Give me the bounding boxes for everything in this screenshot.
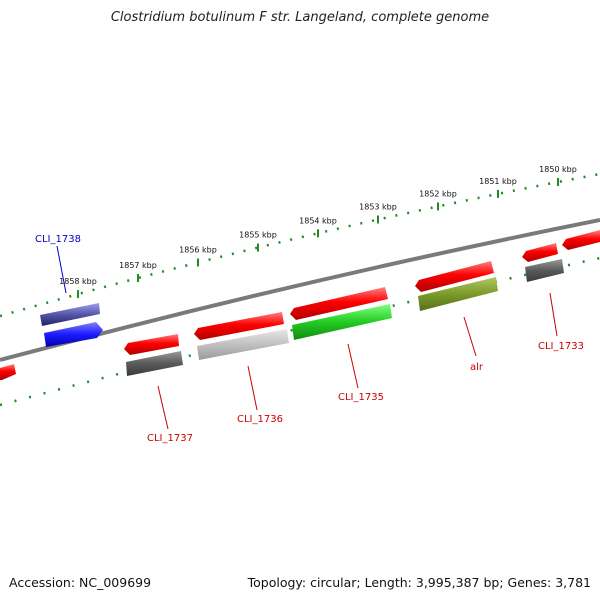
outer-dotted-ring bbox=[0, 172, 600, 318]
gene-arrow-cli-1736 bbox=[194, 312, 284, 340]
tick-label: 1854 kbp bbox=[299, 216, 337, 225]
gene-arrow-cli-1737 bbox=[124, 334, 179, 355]
gene-label-cli-1736: CLI_1736 bbox=[237, 414, 283, 425]
tick-label: 1852 kbp bbox=[419, 189, 457, 198]
leader-alr bbox=[463, 316, 477, 357]
tick-marks: 1850 kbp 1851 kbp 1852 kbp 1853 kbp 1854 kbp… bbox=[59, 165, 577, 299]
tick-label: 1850 kbp bbox=[539, 165, 577, 174]
leader-cli-1733 bbox=[549, 292, 558, 337]
tick-label: 1851 kbp bbox=[479, 177, 517, 186]
tick-label: 1857 kbp bbox=[119, 261, 157, 270]
accession-label: Accession: NC_009699 bbox=[9, 575, 152, 590]
gene-arrow-cli-1733 bbox=[522, 243, 558, 262]
gene-arrow-edge-left bbox=[0, 364, 16, 380]
leader-cli-1735 bbox=[347, 343, 359, 389]
gene-block-cli-1735 bbox=[292, 304, 392, 340]
leader-cli-1736 bbox=[247, 365, 258, 411]
gene-block-cli-1736 bbox=[197, 329, 289, 360]
gene-label-alr: alr bbox=[470, 362, 484, 373]
outer-tick-ring bbox=[0, 172, 600, 318]
gene-arrow-cli-1738 bbox=[44, 322, 103, 347]
gene-block-cli-1737 bbox=[126, 351, 183, 376]
gene-leader-lines bbox=[56, 245, 558, 430]
gene-block-cli-1738-ring bbox=[40, 303, 100, 326]
tick-label: 1858 kbp bbox=[59, 277, 97, 286]
gene-arrow-cli-1735 bbox=[290, 287, 388, 320]
gene-block-cli-1733 bbox=[525, 259, 564, 282]
leader-cli-1738 bbox=[56, 245, 67, 294]
reverse-genes bbox=[40, 259, 564, 376]
gene-label-cli-1735: CLI_1735 bbox=[338, 392, 384, 403]
gene-block-alr bbox=[418, 277, 498, 311]
gene-label-cli-1737: CLI_1737 bbox=[147, 433, 193, 444]
map-title: Clostridium botulinum F str. Langeland, … bbox=[110, 10, 490, 25]
gene-label-cli-1738: CLI_1738 bbox=[35, 234, 81, 245]
gene-labels: CLI_1733 alr CLI_1735 CLI_1736 CLI_1737 … bbox=[35, 234, 584, 444]
tick-label: 1856 kbp bbox=[179, 246, 217, 255]
gene-arrow-edge-right bbox=[562, 230, 600, 250]
tick-label: 1853 kbp bbox=[359, 203, 397, 212]
forward-genes bbox=[0, 230, 600, 380]
leader-cli-1737 bbox=[157, 385, 169, 430]
gene-label-cli-1733: CLI_1733 bbox=[538, 341, 584, 352]
genome-stats-label: Topology: circular; Length: 3,995,387 bp… bbox=[247, 575, 591, 590]
tick-label: 1855 kbp bbox=[239, 231, 277, 240]
gene-arrow-alr bbox=[415, 261, 494, 292]
